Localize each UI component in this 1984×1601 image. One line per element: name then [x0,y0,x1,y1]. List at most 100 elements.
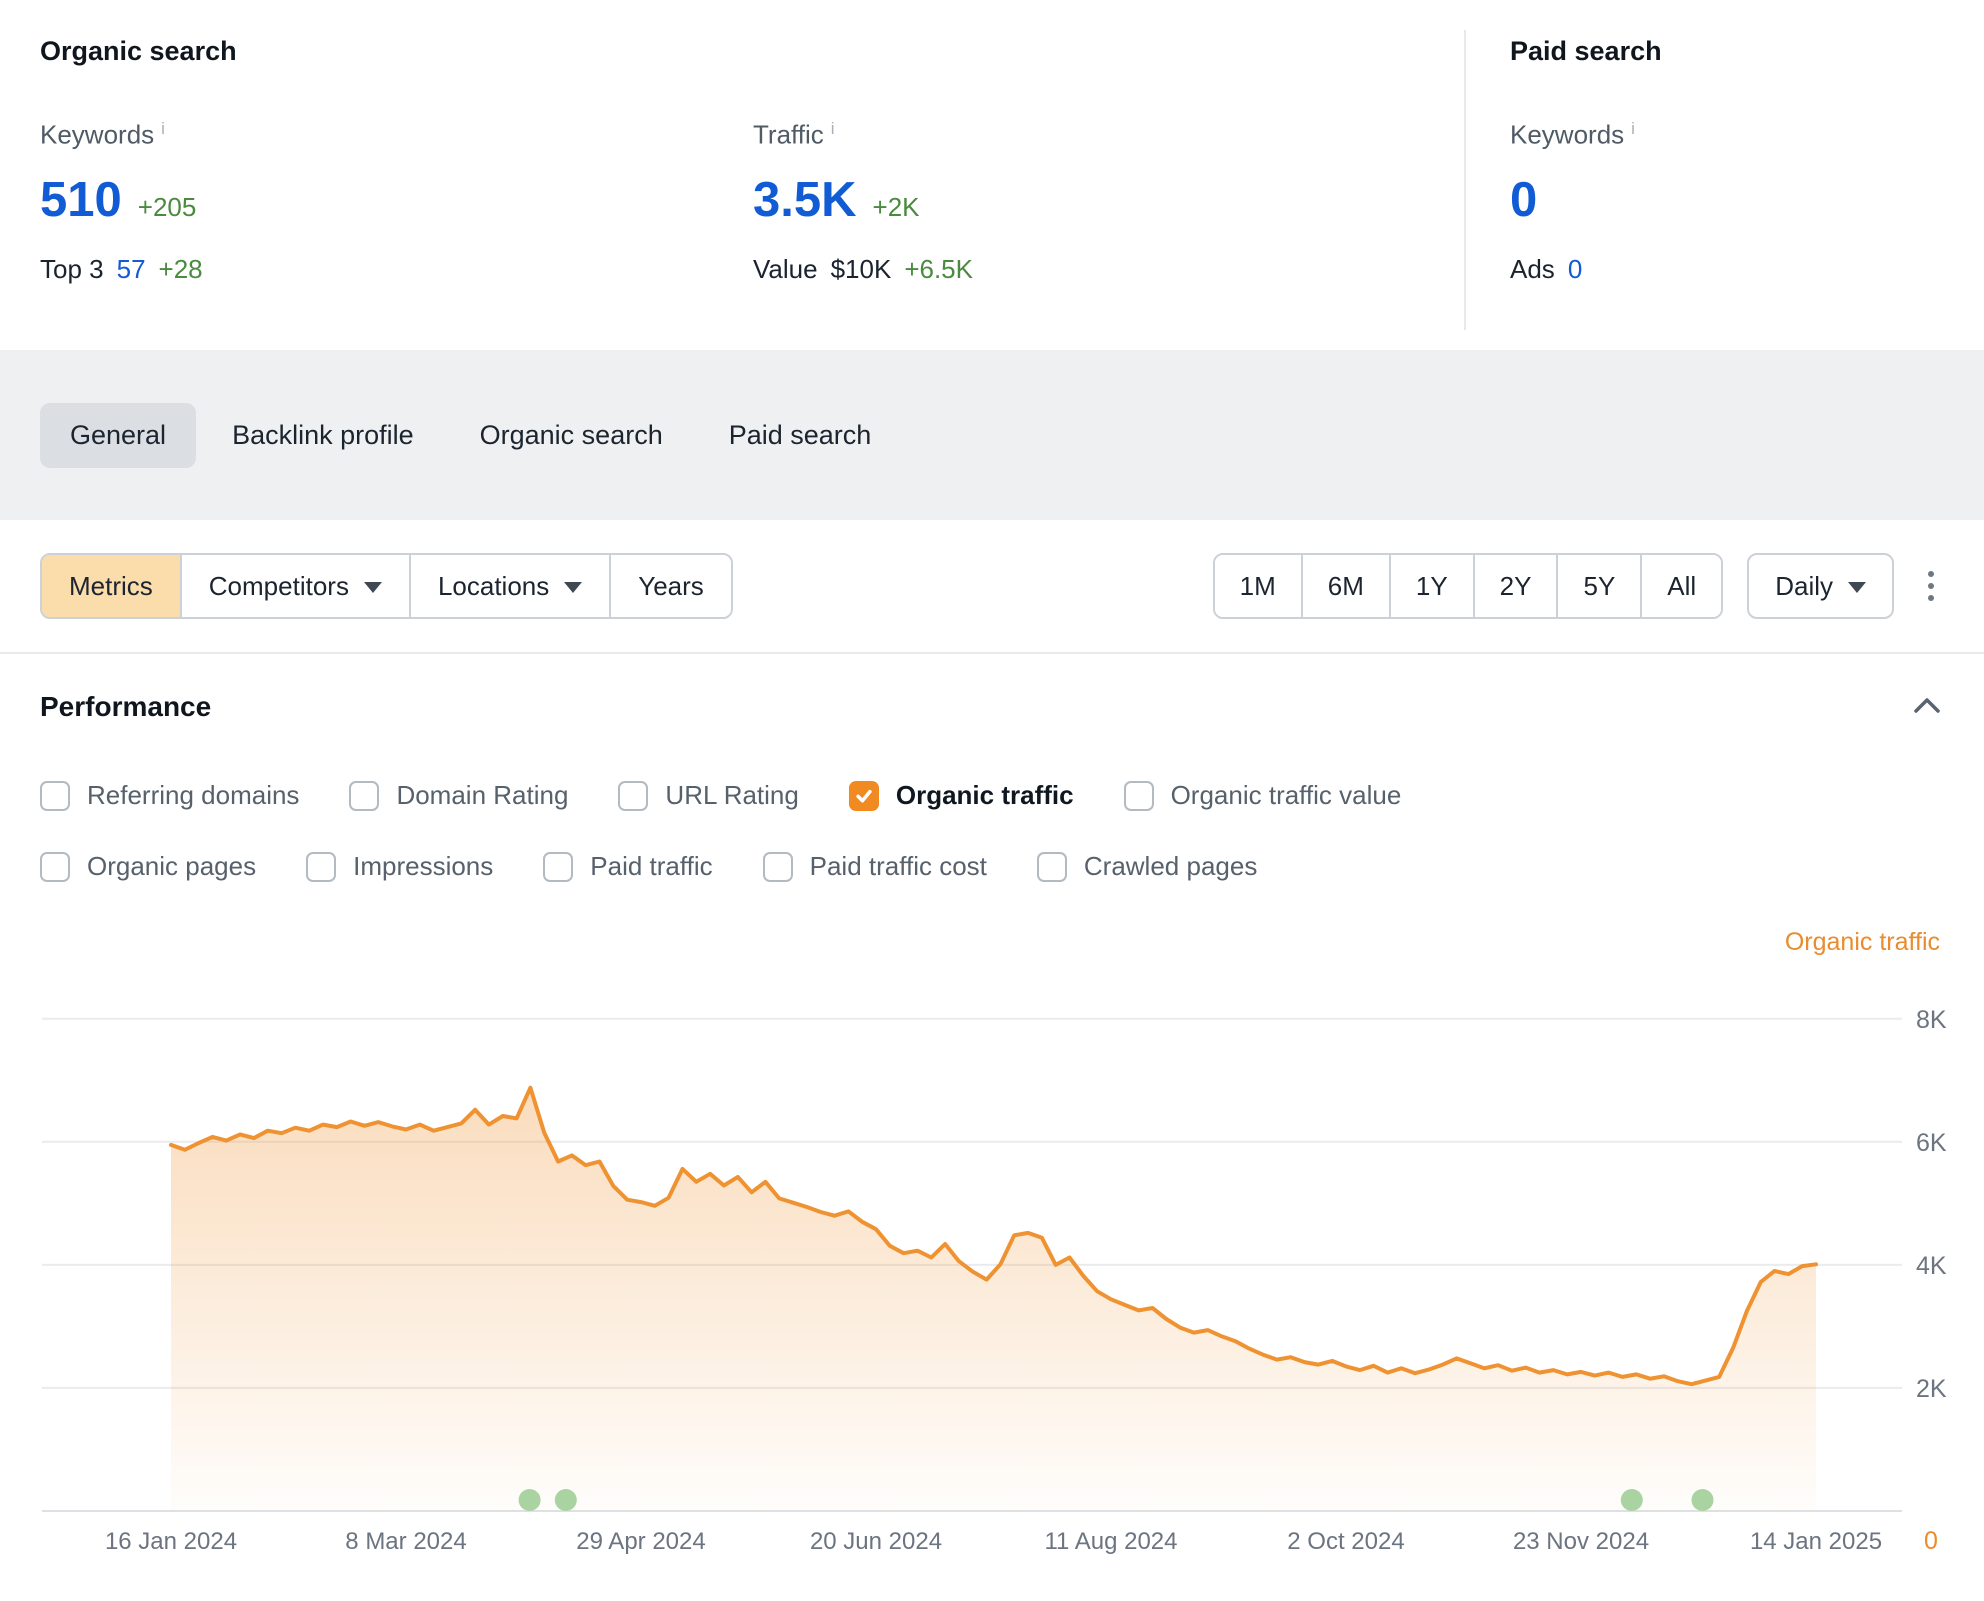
checkbox-box[interactable] [40,780,70,811]
y-tick-label: 4K [1916,1252,1947,1280]
traffic-metric: 3.5K +2K [753,174,973,226]
y-tick-label: 6K [1916,1129,1947,1157]
metrics-button[interactable]: Metrics [42,555,180,617]
traffic-value-delta: +6.5K [904,253,973,284]
metric-checkbox-row-1: Referring domains Domain Rating URL Rati… [40,780,1944,811]
paid-search-title: Paid search [1510,36,1662,66]
checkbox-box[interactable] [1036,851,1067,882]
x-tick-label: 2 Oct 2024 [1287,1528,1404,1555]
traffic-value-stat: Value $10K +6.5K [753,253,973,284]
chart-series-label: Organic traffic [1784,928,1940,956]
traffic-delta: +2K [872,191,920,222]
checkbox-impressions[interactable]: Impressions [306,851,493,882]
header-divider [1464,30,1466,330]
metrics-filter-group: Metrics Competitors Locations Years [40,553,733,619]
performance-header: Performance [40,690,1944,724]
x-tick-label: 8 Mar 2024 [345,1528,466,1555]
filter-toolbar: Metrics Competitors Locations Years 1M 6… [0,520,1984,654]
top3-stat: Top 3 57 +28 [40,253,203,284]
x-tick-label: 11 Aug 2024 [1044,1528,1177,1555]
annotation-dot[interactable] [1620,1489,1643,1511]
checkbox-url-rating[interactable]: URL Rating [618,780,799,811]
time-range-selector: 1M 6M 1Y 2Y 5Y All [1212,553,1724,619]
traffic-value[interactable]: 3.5K [753,172,857,227]
range-1m-button[interactable]: 1M [1214,555,1301,617]
traffic-line [169,1085,1818,1387]
performance-section: Performance Referring domains Domain Rat… [0,654,1984,882]
traffic-label: Traffic i [753,119,835,150]
years-button[interactable]: Years [609,555,731,617]
paid-search-summary: Paid search Keywords i 0 Ads 0 [1510,34,1662,285]
y-tick-label: 2K [1916,1375,1947,1403]
info-icon[interactable]: i [161,119,165,138]
checkbox-box[interactable] [848,780,879,811]
organic-keywords-delta: +205 [137,191,197,222]
x-tick-label: 23 Nov 2024 [1513,1528,1649,1555]
chevron-down-icon [1848,582,1866,593]
tab-paid-search[interactable]: Paid search [728,419,872,450]
checkbox-paid-traffic[interactable]: Paid traffic [543,851,713,882]
tab-general[interactable]: General [40,402,197,468]
checkbox-crawled-pages[interactable]: Crawled pages [1036,851,1257,882]
x-tick-label: 16 Jan 2024 [105,1528,237,1555]
granularity-button[interactable]: Daily [1747,553,1894,619]
traffic-value-amount: $10K [830,253,892,284]
checkbox-organic-traffic[interactable]: Organic traffic [848,780,1074,811]
organic-keywords-value[interactable]: 510 [40,172,122,227]
more-options-button[interactable] [1918,559,1944,613]
ads-stat: Ads 0 [1510,253,1583,284]
collapse-section-button[interactable] [1910,692,1944,723]
organic-keywords-label: Keywords i [40,119,165,150]
organic-search-summary: Organic search Keywords i 510 +205 Top 3 … [40,34,237,285]
tab-backlink-profile[interactable]: Backlink profile [232,419,414,450]
checkbox-box[interactable] [762,851,793,882]
range-toolbar: 1M 6M 1Y 2Y 5Y All Daily [1212,553,1944,619]
checkbox-box[interactable] [1123,780,1154,811]
checkbox-box[interactable] [349,780,380,811]
organic-keywords-metric: 510 +205 [40,174,237,226]
info-icon[interactable]: i [1631,119,1635,138]
range-5y-button[interactable]: 5Y [1556,555,1641,617]
organic-search-title: Organic search [40,36,237,66]
ads-value[interactable]: 0 [1567,253,1583,284]
checkbox-paid-traffic-cost[interactable]: Paid traffic cost [762,851,987,882]
range-6m-button[interactable]: 6M [1300,555,1389,617]
organic-traffic-summary: Traffic i 3.5K +2K Value $10K +6.5K [753,34,973,285]
chevron-down-icon [363,582,382,593]
locations-button[interactable]: Locations [408,555,610,617]
x-tick-label: 29 Apr 2024 [576,1528,705,1555]
checkbox-organic-pages[interactable]: Organic pages [40,851,256,882]
x-tick-label: 20 Jun 2024 [810,1528,942,1555]
range-all-button[interactable]: All [1640,555,1722,617]
y-tick-label: 8K [1916,1006,1947,1034]
traffic-area [171,1087,1816,1511]
annotation-dot[interactable] [518,1489,541,1511]
checkbox-box[interactable] [40,851,70,882]
range-2y-button[interactable]: 2Y [1472,555,1557,617]
annotation-dot[interactable] [1691,1489,1714,1511]
paid-keywords-value[interactable]: 0 [1510,172,1538,227]
paid-keywords-label: Keywords i [1510,119,1635,150]
performance-title: Performance [40,691,212,722]
x-tick-label: 14 Jan 2025 [1750,1528,1882,1555]
checkbox-referring-domains[interactable]: Referring domains [40,780,299,811]
checkbox-box[interactable] [618,780,649,811]
checkbox-box[interactable] [543,851,574,882]
organic-traffic-chart[interactable]: 8K 6K 4K 2K 0 16 Jan 2024 8 Mar 2024 29 Apr 202… [0,957,1984,1588]
checkbox-organic-traffic-value[interactable]: Organic traffic value [1123,780,1401,811]
report-tabbar: General Backlink profile Organic search … [0,350,1984,520]
check-icon [856,789,872,802]
y-zero-label: 0 [1924,1527,1938,1555]
competitors-button[interactable]: Competitors [179,555,409,617]
tab-organic-search[interactable]: Organic search [479,419,663,450]
top3-value[interactable]: 57 [116,253,146,284]
chevron-down-icon [564,582,583,593]
range-1y-button[interactable]: 1Y [1388,555,1473,617]
metric-checkbox-row-2: Organic pages Impressions Paid traffic P… [40,851,1944,882]
info-icon[interactable]: i [830,119,835,138]
paid-keywords-metric: 0 [1510,174,1662,226]
checkbox-domain-rating[interactable]: Domain Rating [349,780,568,811]
annotation-dot[interactable] [554,1489,577,1511]
checkbox-box[interactable] [306,851,337,882]
